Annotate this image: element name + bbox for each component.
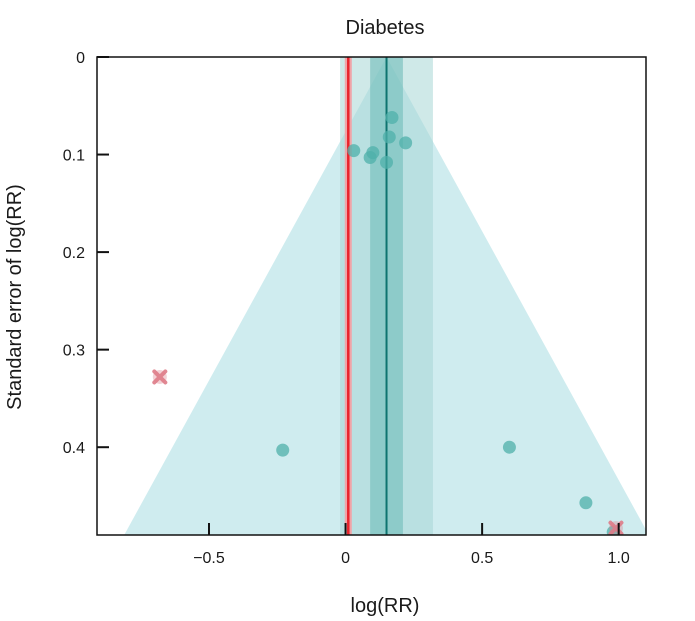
- x-tick-label: 0: [341, 550, 350, 567]
- imputed-point: [152, 369, 168, 385]
- study-point: [385, 110, 399, 124]
- x-tick-label: 1.0: [608, 550, 630, 567]
- x-tick-label: −0.5: [193, 550, 225, 567]
- study-point: [366, 146, 380, 160]
- y-tick-label: 0.2: [63, 245, 85, 262]
- axes: −0.5 0 0.5 1.0 0 0.1 0.2 0.3 0.4: [63, 50, 647, 567]
- y-axis-title: Standard error of log(RR): [4, 184, 26, 410]
- y-tick-label: 0.3: [63, 343, 85, 360]
- study-point: [502, 440, 516, 454]
- y-tick-label: 0.1: [63, 148, 85, 165]
- study-point: [347, 144, 361, 158]
- imputed-point: [608, 520, 624, 535]
- study-point: [579, 496, 593, 510]
- imputed-point-cross: [152, 369, 168, 385]
- study-point: [399, 136, 413, 150]
- study-point: [382, 130, 396, 144]
- plot-frame: [96, 56, 647, 536]
- plot-area: [124, 57, 646, 535]
- study-point: [276, 443, 290, 457]
- x-tick-label: 0.5: [471, 550, 493, 567]
- chart-title: Diabetes: [346, 17, 425, 39]
- y-tick-label: 0: [76, 50, 85, 67]
- y-tick-label: 0.4: [63, 440, 85, 457]
- study-point: [380, 155, 394, 169]
- x-axis-title: log(RR): [351, 595, 420, 617]
